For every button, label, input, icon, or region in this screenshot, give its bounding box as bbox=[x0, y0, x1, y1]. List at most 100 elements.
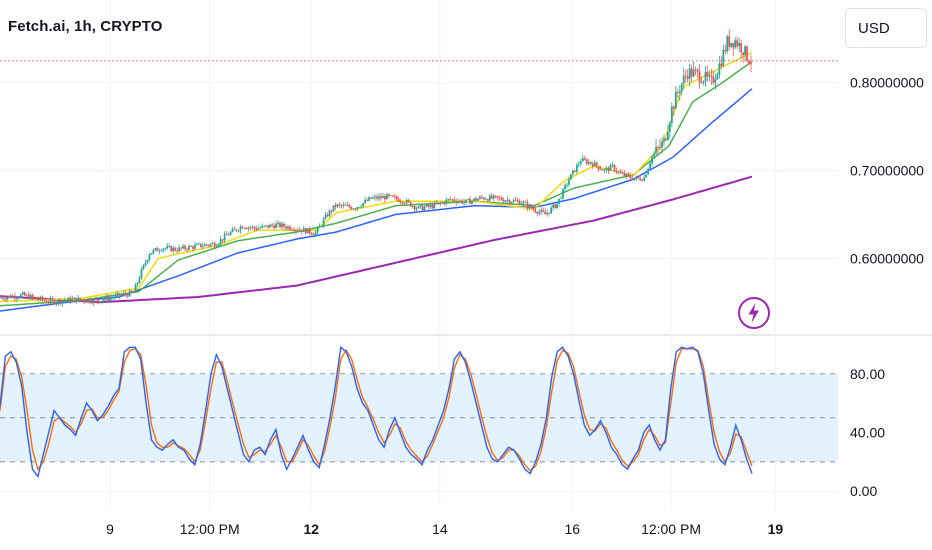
candle-body bbox=[273, 225, 275, 229]
candle-body bbox=[245, 228, 248, 230]
candle-body bbox=[520, 203, 523, 205]
candle-body bbox=[395, 196, 398, 200]
candle-body bbox=[368, 197, 370, 201]
candle-body bbox=[639, 178, 642, 181]
candle-body bbox=[451, 199, 454, 201]
candle-body bbox=[443, 202, 446, 204]
currency-selector[interactable]: USD bbox=[845, 8, 927, 48]
candle-body bbox=[21, 292, 24, 295]
candle-body bbox=[728, 36, 731, 47]
price-axis-label: 0.80000000 bbox=[850, 75, 924, 91]
stoch-line bbox=[0, 345, 753, 479]
candle-body bbox=[676, 91, 679, 93]
candle-body bbox=[601, 169, 604, 171]
candle-body bbox=[661, 141, 663, 148]
candle-body bbox=[17, 297, 20, 299]
candle-body bbox=[732, 42, 735, 48]
candle-body bbox=[2, 297, 4, 299]
candle-body bbox=[583, 158, 586, 160]
candle-body bbox=[479, 196, 481, 199]
candle-body bbox=[31, 294, 34, 298]
candle-body bbox=[233, 228, 236, 230]
candle-body bbox=[364, 199, 367, 203]
candle-body bbox=[223, 234, 226, 241]
price-pane[interactable]: 0.80000000 0.70000000 0.60000000 bbox=[0, 0, 924, 333]
candle-body bbox=[536, 212, 539, 214]
candle-body bbox=[27, 294, 30, 300]
candle-body bbox=[37, 298, 40, 300]
candle-body bbox=[160, 250, 163, 252]
candle-body bbox=[79, 297, 82, 300]
moving-average-line bbox=[0, 88, 753, 312]
candle-body bbox=[674, 91, 677, 109]
candle-body bbox=[146, 260, 149, 263]
candle-body bbox=[93, 299, 95, 304]
candle-body bbox=[500, 197, 503, 201]
candle-body bbox=[409, 201, 412, 207]
candle-body bbox=[158, 250, 161, 252]
candle-body bbox=[599, 169, 602, 171]
candle-body bbox=[746, 46, 748, 61]
moving-average-line bbox=[0, 60, 753, 307]
candle-body bbox=[170, 246, 173, 252]
candle-body bbox=[304, 228, 307, 234]
candle-body bbox=[625, 173, 628, 176]
candle-body bbox=[465, 199, 467, 202]
candle-body bbox=[148, 254, 151, 261]
candle-body bbox=[453, 199, 456, 202]
lightning-icon[interactable] bbox=[737, 296, 771, 330]
candle-body bbox=[374, 196, 376, 198]
candle-body bbox=[51, 298, 54, 300]
candle-body bbox=[680, 83, 683, 92]
candle-body bbox=[552, 204, 555, 208]
candle-body bbox=[744, 46, 746, 56]
candle-body bbox=[69, 297, 72, 302]
candle-body bbox=[277, 222, 279, 224]
candle-body bbox=[25, 294, 28, 296]
candle-body bbox=[300, 229, 303, 232]
time-axis[interactable]: 9 12:00 PM 12 14 16 12:00 PM 19 bbox=[0, 509, 932, 537]
candle-body bbox=[740, 42, 743, 53]
candle-body bbox=[607, 167, 610, 171]
candle-body bbox=[344, 204, 347, 206]
candle-body bbox=[566, 184, 568, 186]
candle-body bbox=[554, 204, 557, 209]
candle-body bbox=[142, 265, 145, 270]
candle-body bbox=[568, 179, 570, 185]
candle-body bbox=[291, 229, 293, 231]
candle-body bbox=[619, 171, 622, 174]
candle-body bbox=[213, 243, 216, 247]
candle-body bbox=[696, 69, 699, 72]
candle-body bbox=[91, 302, 93, 304]
candle-body bbox=[49, 298, 52, 303]
candle-body bbox=[33, 297, 36, 298]
candle-body bbox=[376, 196, 378, 199]
candle-body bbox=[255, 228, 258, 230]
candle-body bbox=[413, 205, 416, 210]
candle-body bbox=[706, 71, 709, 77]
candle-body bbox=[668, 122, 671, 132]
candle-body bbox=[99, 301, 101, 303]
candle-body bbox=[156, 248, 159, 252]
candle-body bbox=[724, 49, 727, 52]
candle-body bbox=[742, 52, 745, 56]
candle-body bbox=[4, 298, 6, 300]
candle-body bbox=[334, 205, 337, 207]
candle-body bbox=[267, 225, 270, 228]
candle-body bbox=[358, 207, 361, 208]
candle-body bbox=[23, 292, 26, 296]
candle-body bbox=[532, 208, 535, 210]
candle-body bbox=[6, 297, 8, 300]
candle-body bbox=[47, 302, 50, 304]
candle-body bbox=[655, 147, 657, 154]
candle-body bbox=[665, 138, 667, 141]
candle-body bbox=[225, 234, 228, 235]
candle-body bbox=[591, 163, 594, 167]
candle-body bbox=[387, 194, 390, 196]
candle-body bbox=[97, 299, 99, 302]
stochastic-pane[interactable]: 80.00 40.00 0.00 bbox=[0, 336, 885, 508]
candle-body bbox=[667, 131, 669, 141]
time-axis-label: 12:00 PM bbox=[180, 521, 240, 537]
candle-body bbox=[116, 293, 119, 295]
